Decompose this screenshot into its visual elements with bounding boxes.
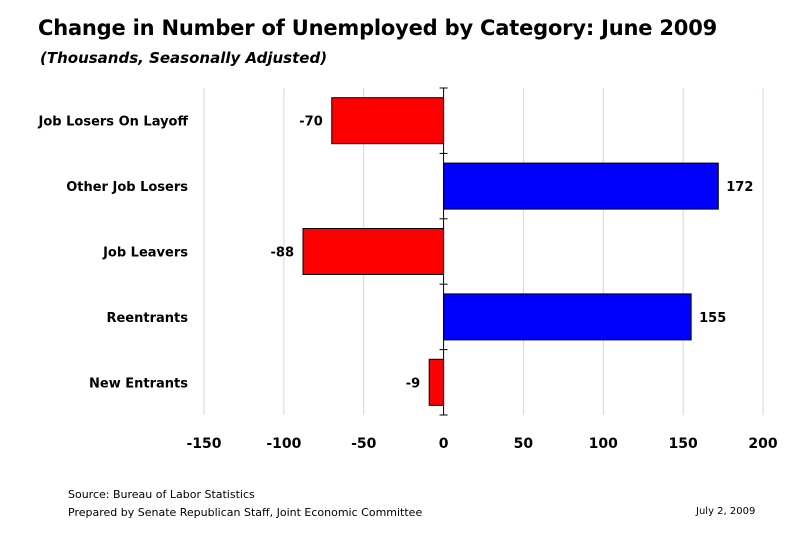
bar bbox=[428, 358, 445, 406]
category-label: Reentrants bbox=[106, 311, 188, 326]
x-tick-label: 200 bbox=[748, 436, 777, 452]
x-tick-label: -50 bbox=[351, 436, 377, 452]
chart-subtitle: (Thousands, Seasonally Adjusted) bbox=[40, 49, 328, 67]
data-label: -88 bbox=[271, 246, 295, 261]
bar bbox=[302, 228, 445, 275]
data-label: -70 bbox=[299, 115, 323, 130]
prepared-by-note: Prepared by Senate Republican Staff, Joi… bbox=[68, 506, 423, 519]
data-label: 172 bbox=[726, 180, 753, 195]
x-tick-label: 50 bbox=[514, 436, 534, 452]
category-label: New Entrants bbox=[89, 376, 188, 391]
category-label: Job Leavers bbox=[102, 246, 188, 261]
x-tick-label: -150 bbox=[186, 436, 221, 452]
data-label: 155 bbox=[699, 311, 726, 326]
data-label: -9 bbox=[406, 376, 420, 391]
x-tick-label: 0 bbox=[439, 436, 449, 452]
bar bbox=[331, 97, 445, 145]
chart-title: Change in Number of Unemployed by Catego… bbox=[38, 16, 718, 40]
category-label: Other Job Losers bbox=[66, 180, 188, 195]
x-tick-label: -100 bbox=[266, 436, 301, 452]
x-tick-label: 100 bbox=[589, 436, 618, 452]
bar bbox=[443, 293, 692, 341]
date-note: July 2, 2009 bbox=[696, 506, 756, 517]
source-note: Source: Bureau of Labor Statistics bbox=[68, 488, 255, 501]
x-tick-label: 150 bbox=[669, 436, 698, 452]
bar bbox=[443, 162, 719, 210]
category-label: Job Losers On Layoff bbox=[38, 115, 189, 130]
